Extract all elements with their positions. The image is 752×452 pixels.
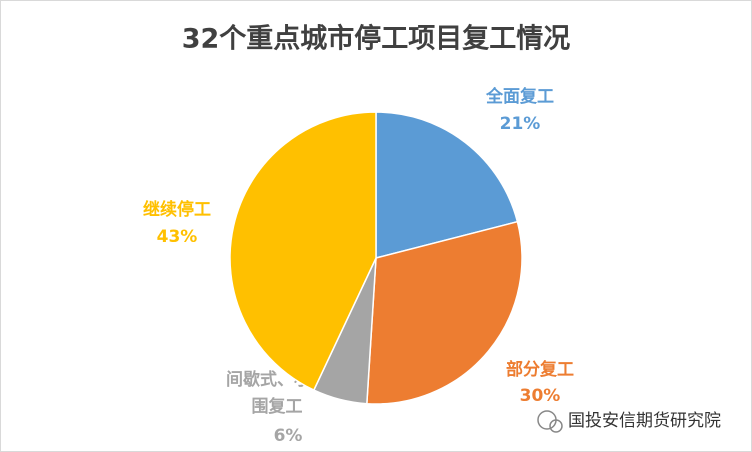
slice-label: 全面复工: [485, 86, 554, 107]
value-label: 30%: [520, 386, 561, 406]
value-label: 43%: [157, 227, 198, 247]
slice-label: 继续停工: [143, 199, 211, 220]
slice-label: 部分复工: [506, 359, 574, 380]
pie-slice: [366, 220, 523, 405]
pie: [229, 111, 523, 405]
watermark: 国投安信期货研究院: [568, 411, 721, 431]
pie-slice: [229, 111, 377, 392]
value-label: 21%: [500, 114, 541, 134]
value-label: 6%: [274, 426, 303, 446]
pie-slice: [375, 111, 519, 259]
watermark-icon: [537, 410, 563, 433]
chart-title: 32个重点城市停工项目复工情况: [182, 23, 571, 55]
